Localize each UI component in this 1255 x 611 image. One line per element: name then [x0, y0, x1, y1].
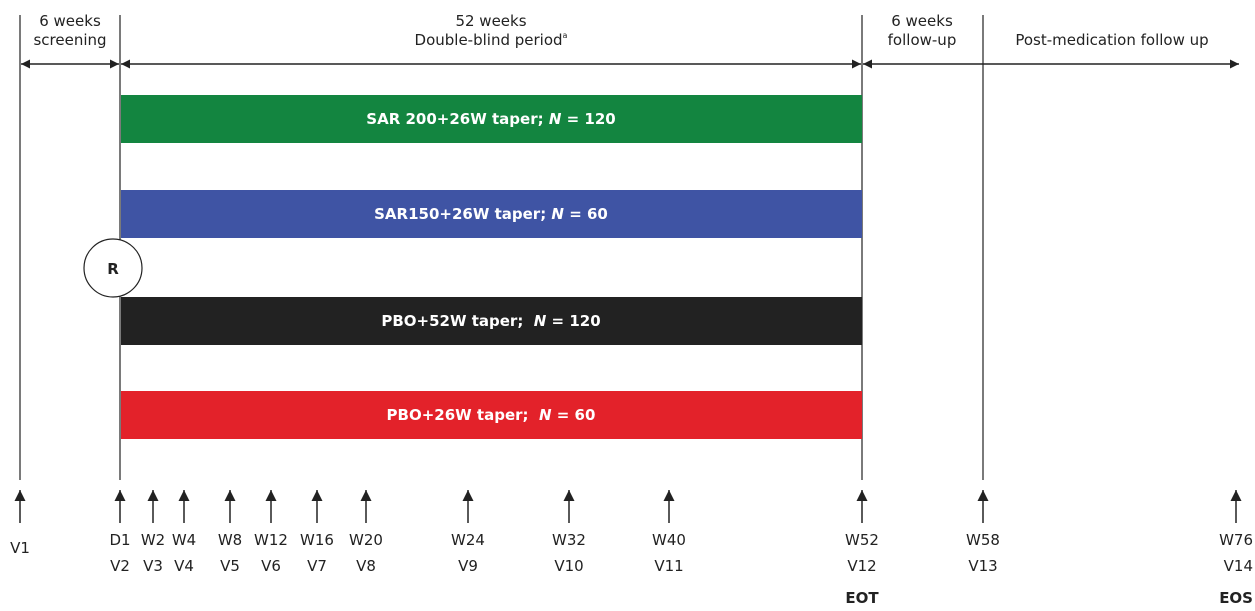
randomization-circle [83, 238, 143, 298]
period-double-blind-line2: Double-blind perioda [415, 31, 568, 49]
boundary-lines [19, 15, 984, 480]
treatment-arms: SAR 200+26W taper; N = 120 SAR150+26W ta… [121, 95, 862, 439]
visit-week-label: W2 [141, 531, 165, 549]
visit-week-label: W4 [172, 531, 196, 549]
period-screening-line1: 6 weeks [39, 12, 101, 30]
period-double-blind-superscript: a [563, 31, 568, 40]
period-screening-line2: screening [33, 31, 106, 49]
visit-week-label: W52 [845, 531, 879, 549]
arm-label-pbo52: PBO+52W taper; N = 120 [381, 312, 600, 330]
arm-label-sar150: SAR150+26W taper; N = 60 [374, 205, 608, 223]
arm-label-sar150-n: N [551, 205, 564, 223]
period-double-blind-text: Double-blind period [415, 31, 563, 49]
arm-bar-pbo26 [121, 391, 862, 439]
visit-number-label: V13 [968, 557, 997, 575]
arm-label-sar200-n-value: = 120 [561, 110, 615, 128]
period-double-blind-line1: 52 weeks [455, 12, 526, 30]
visit-number-label: V1 [10, 539, 30, 557]
arm-label-pbo26-n: N [539, 406, 552, 424]
period-followup-line2: follow-up [888, 31, 957, 49]
visit-week-label: W12 [254, 531, 288, 549]
visit-week-label: W24 [451, 531, 485, 549]
arm-label-sar200: SAR 200+26W taper; N = 120 [366, 110, 615, 128]
arm-label-pbo52-n-value: = 120 [546, 312, 600, 330]
visit-number-label: V9 [458, 557, 478, 575]
arm-label-pbo26-n-value: = 60 [552, 406, 596, 424]
arm-label-sar200-text: SAR 200+26W taper; [366, 110, 549, 128]
visit-number-label: V4 [174, 557, 194, 575]
visit-number-label: V6 [261, 557, 281, 575]
arm-label-pbo26: PBO+26W taper; N = 60 [387, 406, 596, 424]
visit-week-label: W16 [300, 531, 334, 549]
arm-bar-sar200 [121, 95, 862, 143]
arm-label-sar200-n: N [549, 110, 562, 128]
arm-label-sar150-n-value: = 60 [564, 205, 608, 223]
visit-milestone-label: EOT [845, 589, 879, 607]
period-followup-line1: 6 weeks [891, 12, 953, 30]
visit-week-label: W32 [552, 531, 586, 549]
arm-label-pbo52-text: PBO+52W taper; [381, 312, 533, 330]
visit-number-label: V12 [847, 557, 876, 575]
visit-number-label: V8 [356, 557, 376, 575]
arm-label-sar150-text: SAR150+26W taper; [374, 205, 551, 223]
visit-week-label: W20 [349, 531, 383, 549]
visit-number-label: V11 [654, 557, 683, 575]
visit-number-label: V5 [220, 557, 240, 575]
arm-bar-sar150 [121, 190, 862, 238]
visit-timeline: V1 D1V2W2V3W4V4W8V5W12V6W16V7W20V8W24V9W3… [10, 490, 1253, 607]
visit-week-label: W76 [1219, 531, 1253, 549]
visit-v12: W52 V12 EOT [845, 490, 879, 607]
period-headers: 6 weeks screening 52 weeks Double-blind … [33, 12, 1208, 49]
randomization-marker: R [83, 238, 143, 298]
visit-v1: V1 [10, 490, 30, 557]
period-post-medication-line2: Post-medication follow up [1015, 31, 1208, 49]
visit-v14: W76 V14 EOS [1219, 490, 1253, 607]
visit-number-label: V3 [143, 557, 163, 575]
visit-milestone-label: EOS [1219, 589, 1253, 607]
visit-week-label: W58 [966, 531, 1000, 549]
visit-week-label: W8 [218, 531, 242, 549]
arm-label-pbo26-text: PBO+26W taper; [387, 406, 539, 424]
visit-number-label: V10 [554, 557, 583, 575]
visit-week-label: W40 [652, 531, 686, 549]
visit-number-label: V7 [307, 557, 327, 575]
visit-week-label: D1 [109, 531, 130, 549]
arm-bar-pbo52 [121, 297, 862, 345]
visit-number-label: V14 [1224, 557, 1253, 575]
arm-label-pbo52-n: N [534, 312, 547, 330]
visit-number-label: V2 [110, 557, 130, 575]
randomization-label: R [107, 260, 119, 278]
